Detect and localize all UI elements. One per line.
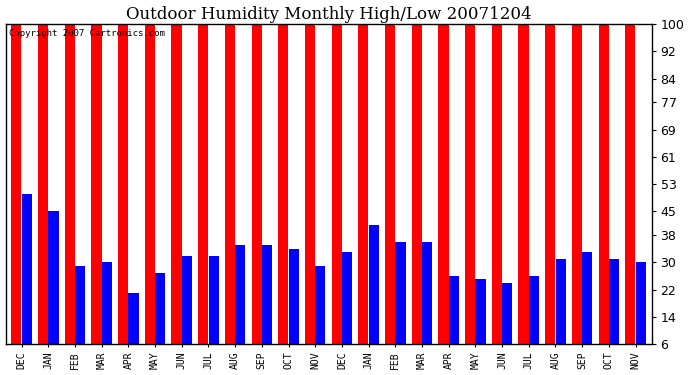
Bar: [438, 4, 449, 344]
Bar: [102, 262, 112, 344]
Bar: [368, 225, 379, 344]
Text: Copyright 2007 Cartronics.com: Copyright 2007 Cartronics.com: [9, 29, 165, 38]
Bar: [145, 4, 155, 344]
Bar: [555, 259, 566, 344]
Bar: [198, 4, 208, 344]
Bar: [305, 4, 315, 344]
Bar: [235, 245, 246, 344]
Bar: [118, 4, 128, 344]
Bar: [598, 4, 609, 344]
Bar: [315, 266, 326, 344]
Bar: [155, 273, 166, 344]
Bar: [182, 256, 192, 344]
Bar: [128, 293, 139, 344]
Bar: [422, 242, 432, 344]
Bar: [208, 256, 219, 344]
Bar: [75, 266, 86, 344]
Bar: [65, 4, 75, 344]
Bar: [171, 4, 181, 344]
Bar: [342, 252, 352, 344]
Bar: [395, 242, 406, 344]
Bar: [225, 4, 235, 344]
Bar: [609, 259, 619, 344]
Bar: [358, 4, 368, 344]
Bar: [278, 4, 288, 344]
Bar: [11, 4, 21, 344]
Bar: [572, 4, 582, 344]
Bar: [465, 4, 475, 344]
Bar: [625, 4, 635, 344]
Bar: [288, 249, 299, 344]
Title: Outdoor Humidity Monthly High/Low 20071204: Outdoor Humidity Monthly High/Low 200712…: [126, 6, 531, 22]
Bar: [412, 4, 422, 344]
Bar: [582, 252, 593, 344]
Bar: [545, 4, 555, 344]
Bar: [91, 4, 101, 344]
Bar: [529, 276, 539, 344]
Bar: [635, 262, 646, 344]
Bar: [332, 4, 342, 344]
Bar: [21, 194, 32, 344]
Bar: [38, 4, 48, 344]
Bar: [518, 4, 529, 344]
Bar: [48, 211, 59, 344]
Bar: [262, 245, 272, 344]
Bar: [448, 276, 459, 344]
Bar: [492, 4, 502, 344]
Bar: [385, 4, 395, 344]
Bar: [252, 4, 262, 344]
Bar: [502, 283, 513, 344]
Bar: [475, 279, 486, 344]
